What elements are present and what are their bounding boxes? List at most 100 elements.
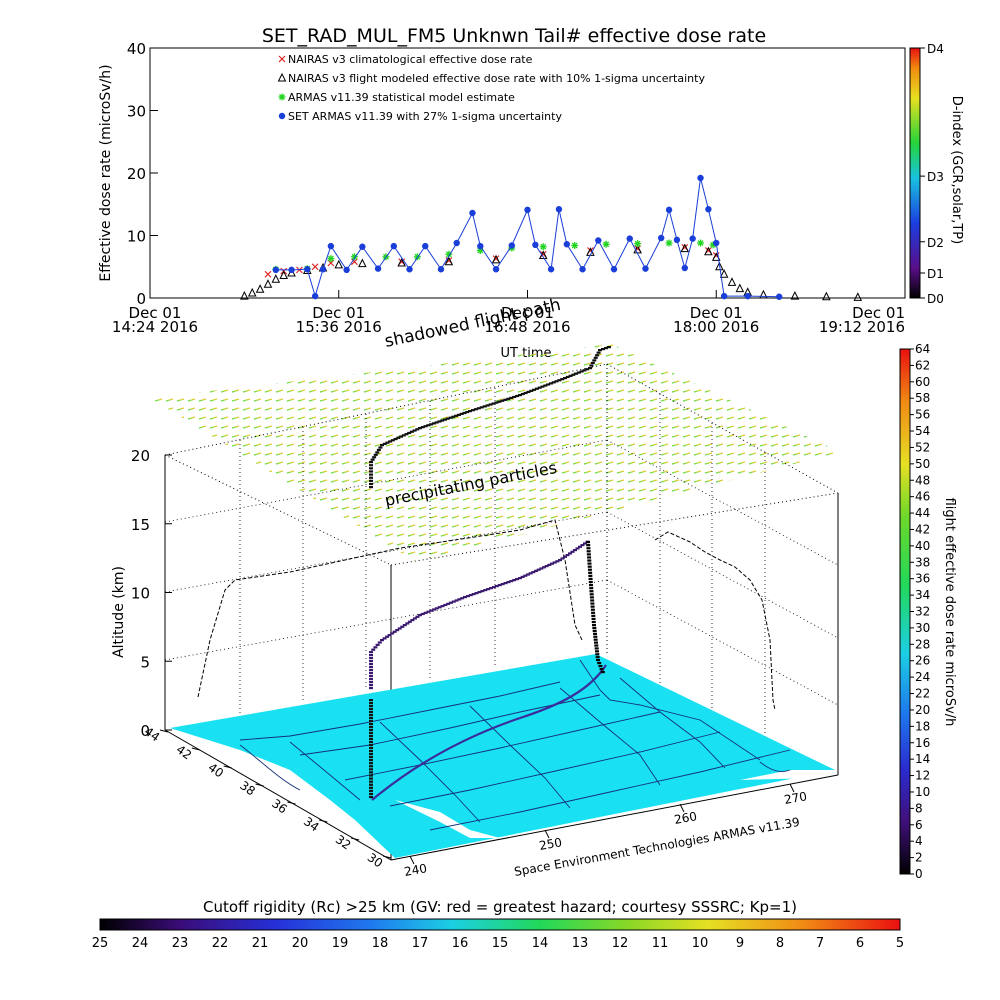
- flight-path-point: [448, 601, 453, 604]
- flight-path-point: [410, 619, 415, 622]
- flight-path-point: [520, 392, 525, 396]
- flight-path-point: [429, 423, 434, 426]
- data-point-circle: [492, 266, 500, 273]
- flight-path-point: [595, 656, 600, 659]
- data-point-circle: [288, 266, 295, 274]
- flight-path-point: [589, 587, 594, 590]
- x-tick-label-time: 19:12 2016: [819, 318, 905, 336]
- x-tick-label-time: 14:24 2016: [112, 318, 198, 336]
- flight-path-point: [546, 383, 551, 386]
- flight-path-point: [583, 542, 587, 545]
- flight-path-point: [385, 441, 390, 444]
- data-point-circle: [304, 266, 311, 273]
- flight-path-point: [588, 367, 592, 370]
- data-point-circle: [469, 209, 476, 217]
- data-point-triangle: [279, 270, 289, 279]
- flight-path-point: [369, 672, 373, 675]
- flight-path-point: [382, 442, 387, 445]
- flight-path-point: [488, 403, 493, 406]
- longitude-tick-mark: [409, 855, 415, 865]
- flight-path-point: [369, 657, 373, 660]
- flight-path-point: [395, 629, 400, 632]
- data-point-asterisk: [697, 239, 705, 247]
- data-point-triangle: [263, 279, 273, 288]
- data-point-triangle: [704, 246, 713, 256]
- data-point-asterisk: [571, 242, 579, 249]
- top-series-group: [240, 174, 863, 301]
- flight-path-point: [570, 550, 575, 553]
- flight-path-point: [591, 617, 596, 621]
- flight-path-point: [415, 615, 420, 618]
- flight-paths: [369, 346, 611, 799]
- dose-tick-label: 36: [915, 572, 930, 586]
- longitude-tick-mark: [544, 829, 550, 839]
- latitude-tick-mark: [191, 747, 200, 751]
- flight-path-point: [426, 610, 431, 613]
- x-tick-label-time: 15:36 2016: [296, 318, 382, 336]
- flight-path-point: [494, 585, 499, 588]
- altitude-tick-label: 5: [140, 653, 150, 671]
- wall-shadow-profiles: [197, 519, 776, 711]
- y-tick-label: 0: [136, 290, 146, 308]
- top-y-axis-label: Effective dose rate (microSv/h): [98, 64, 114, 281]
- flight-path-point: [598, 665, 603, 668]
- altitude-tick-label: 0: [140, 722, 150, 740]
- dose-tick-label: 32: [915, 605, 930, 619]
- flight-path-point: [479, 406, 484, 409]
- latitude-tick-mark: [287, 801, 296, 805]
- data-point-asterisk: [278, 93, 286, 101]
- data-point-triangle: [719, 269, 729, 278]
- data-point-asterisk: [476, 247, 484, 254]
- flight-path-point: [534, 387, 539, 390]
- flight-path-point: [369, 717, 373, 720]
- flight-path-point: [369, 738, 373, 741]
- flight-path-point: [465, 410, 470, 414]
- flight-path-point: [574, 372, 579, 375]
- cutoff-rigidity-tick-label: 19: [332, 936, 349, 951]
- flight-path-point: [373, 646, 378, 649]
- data-point-triangle: [240, 291, 249, 300]
- flight-path-point: [591, 620, 596, 624]
- data-point-circle: [626, 235, 633, 242]
- flight-path-point: [468, 594, 473, 597]
- flight-path-point: [407, 620, 412, 623]
- cutoff-rigidity-tick-label: 5: [896, 936, 904, 951]
- dose-tick-label: 34: [915, 588, 930, 602]
- flight-path-point: [592, 626, 597, 630]
- flight-path-point: [369, 669, 373, 672]
- data-point-triangle: [790, 291, 800, 300]
- flight-path-point: [592, 624, 596, 627]
- legend-entry-label: ARMAS v11.39 statistical model estimate: [288, 91, 515, 104]
- legend-entry-label: NAIRAS v3 climatological effective dose …: [288, 53, 533, 66]
- flight-path-point: [369, 759, 373, 762]
- flight-path-point: [369, 663, 373, 666]
- flight-path-point: [418, 614, 422, 617]
- flight-path-point: [369, 792, 373, 796]
- cutoff-rigidity-tick-label: 13: [572, 936, 589, 951]
- flight-path-point: [369, 714, 373, 717]
- x-tick-label-date: Dec 01: [501, 304, 554, 322]
- flight-path-point: [372, 456, 377, 459]
- flight-path-point: [370, 458, 375, 461]
- data-point-asterisk: [539, 243, 547, 251]
- data-point-circle: [390, 242, 398, 250]
- flight-path-point: [503, 582, 508, 585]
- flight-path-point: [405, 622, 410, 625]
- flight-path-point: [585, 368, 590, 371]
- flight-path-point: [443, 418, 447, 421]
- flight-path-point: [390, 632, 395, 635]
- series-1: [240, 243, 863, 301]
- flight-path-point: [480, 590, 485, 593]
- flight-path-point: [432, 608, 437, 611]
- data-point-circle: [673, 236, 681, 244]
- legend-entry-label: NAIRAS v3 flight modeled effective dose …: [288, 72, 705, 85]
- flight-path-point: [555, 560, 560, 563]
- data-point-circle: [775, 293, 783, 300]
- altitude-tick-label: 20: [131, 447, 150, 465]
- flight-path-point: [369, 795, 373, 799]
- flight-path-point: [489, 587, 494, 590]
- flight-path-point: [590, 602, 595, 605]
- flight-path-point: [526, 390, 531, 394]
- dose-colorbar-label: flight effective dose rate microSv/h: [942, 498, 957, 727]
- flight-path-point: [594, 647, 599, 650]
